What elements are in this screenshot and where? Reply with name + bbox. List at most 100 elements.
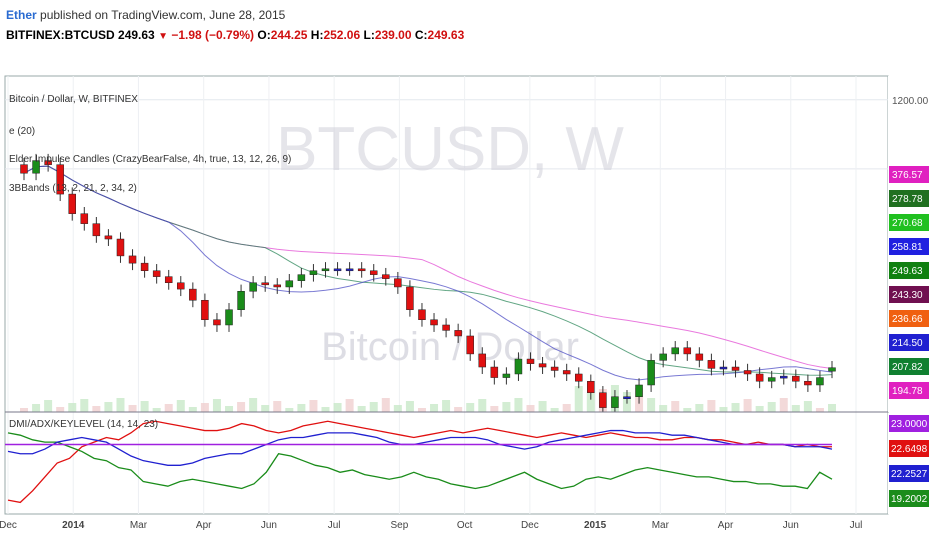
time-tick-label: Jun [783,520,799,531]
volume-bar [200,403,209,412]
candle-body [671,347,679,355]
candle-body [442,324,450,331]
volume-bar [56,407,65,412]
minus-di-line [7,432,833,490]
candle-body [406,286,414,310]
volume-bar [140,401,149,412]
high-value: 252.06 [323,28,361,42]
price-tag-label: 243.30 [892,290,923,301]
time-tick-label: Dec [0,520,17,531]
author-link[interactable]: Ether [6,8,37,22]
price-tag [889,286,929,303]
candle-body [780,375,788,379]
volume-bar [80,399,89,412]
volume-bar [417,408,426,412]
chart-area[interactable]: BTCUSD, W Bitcoin / Dollar Bitcoin / Dol… [0,70,932,550]
candle-body [538,363,547,368]
indicator-tag [889,415,929,432]
candle-body [56,164,64,195]
volume-bar [297,404,306,412]
candle-body [382,274,390,279]
volume-bar [502,402,511,412]
candle-body [225,309,233,326]
candle-body [116,238,125,257]
candle-body [430,319,438,326]
candle-body [164,276,173,284]
candle-body [273,284,282,288]
volume-bar [357,406,366,412]
candle-body [369,270,378,275]
volume-bar [309,400,318,412]
candle-body [189,288,197,301]
gridlines [5,76,888,514]
volume-bar [20,408,28,412]
candle-body [152,270,161,277]
volume-bar [273,401,282,412]
indicator-axis[interactable]: 23.0000 22.6498 22.2527 19.2002 [888,413,932,514]
candle-body [502,373,511,378]
time-tick-label: Jul [850,520,863,531]
volume-bar [176,400,185,412]
legend-ma[interactable]: e (20) [9,126,35,137]
candle-body [285,280,294,288]
volume-bar [454,407,463,412]
time-tick-label: Jun [261,520,277,531]
legend-main[interactable]: Bitcoin / Dollar, W, BITFINEX [9,94,138,105]
plot-frame [4,75,889,515]
legend-3bbands[interactable]: 3BBands (13, 2, 21, 2, 34, 2) [9,183,137,194]
last-price: 249.63 [118,28,155,42]
time-tick-label: Mar [130,520,148,531]
candle-body [550,366,559,371]
time-tick-label: Dec [521,520,539,531]
volume-bar [586,393,595,412]
price-tag [889,238,929,255]
candle-body [466,335,474,355]
candle-body [418,309,426,320]
price-tag-label: 249.63 [892,266,923,277]
volume-bar [32,404,41,412]
time-tick-label: 2014 [62,520,85,531]
indicator-tag [889,465,929,482]
time-axis[interactable]: Dec 2014 Mar Apr Jun Jul Sep Oct Dec 2015 Mar Apr Ju… [0,520,862,531]
candle-body [599,392,607,408]
volume-bar [815,408,824,412]
candle-body [623,396,631,399]
close-value: 249.63 [427,28,465,42]
volume-bar [92,406,101,412]
legend-elder-impulse[interactable]: Elder Impulse Candles (CrazyBearFalse, 4… [9,154,291,165]
price-axis[interactable]: 1200.00800.00376.57278.78270.68258.81249… [888,76,932,412]
candle-body [816,377,824,386]
dmi-adx-lines [5,420,833,504]
volume-bar [490,406,499,412]
volume-bar [478,399,487,412]
time-tick-label: Apr [718,520,734,531]
volume-bar [743,399,752,412]
volume-bar [538,401,547,412]
symbol-name[interactable]: BITFINEX:BTCUSD [6,28,115,42]
volume-bar [116,398,125,412]
candle-body [20,164,28,174]
indicator-tag-label: 22.6498 [891,444,928,455]
price-tag-label: 270.68 [892,218,923,229]
volume-bar [285,408,294,412]
indicator-tag-label: 22.2527 [891,469,928,480]
candle-body [261,282,269,286]
indicator-tag-label: 23.0000 [891,419,928,430]
candle-body [333,268,342,272]
volume-bar [212,399,221,412]
candle-body [719,366,728,370]
low-value: 239.00 [374,28,412,42]
volume-bar [442,400,451,412]
candle-body [478,353,487,368]
legend-dmi[interactable]: DMI/ADX/KEYLEVEL (14, 14, 23) [9,419,158,430]
price-tag [889,358,929,375]
low-label: L: [363,28,375,42]
volume-bar [574,386,583,412]
price-tag [889,190,929,207]
price-tag [889,214,929,231]
volume-bar [405,401,414,412]
volume-bar [671,401,680,412]
price-tag-label: 376.57 [892,170,923,181]
candle-body [177,282,185,290]
volume-bar [562,404,571,412]
